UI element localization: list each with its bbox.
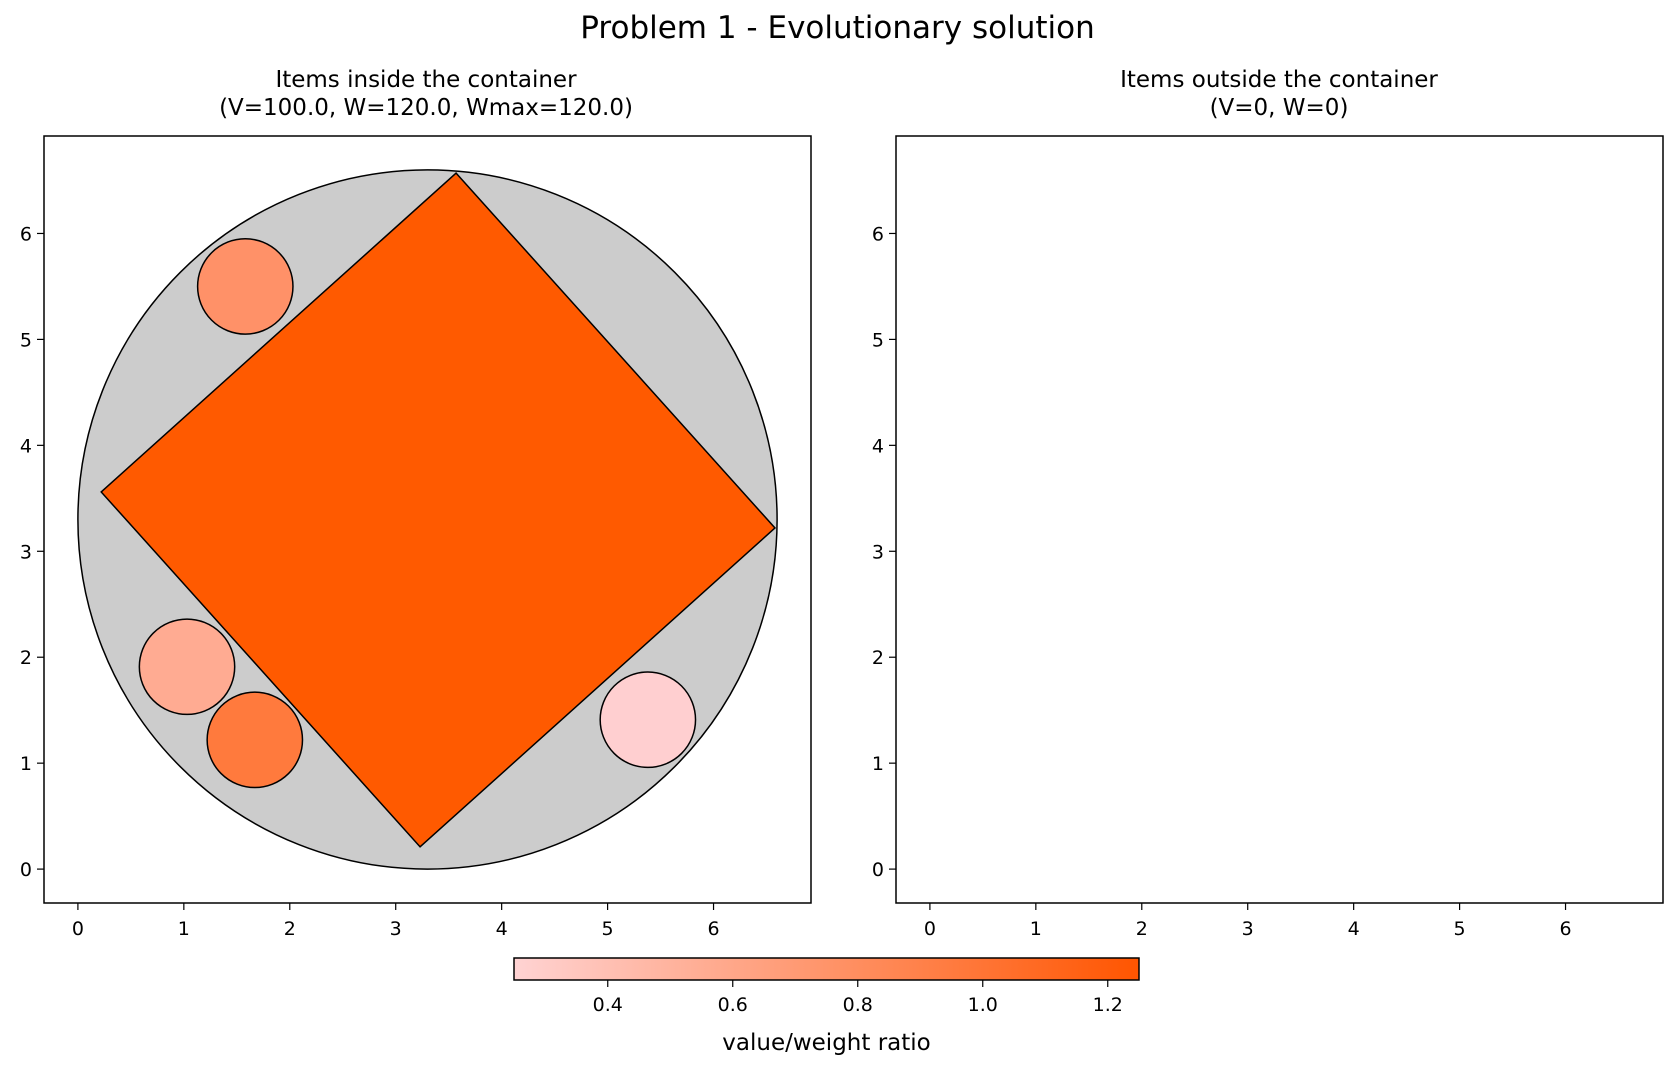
colorbar-tick-label-0.6: 0.6 xyxy=(718,994,748,1016)
right-axes-title-line1: Items outside the container xyxy=(1120,67,1438,93)
left-ytick-label-6: 6 xyxy=(20,223,32,245)
right-ytick-label-1: 1 xyxy=(872,753,884,775)
right-axes-ticks: 0 1 2 3 4 5 6 0 1 2 3 4 5 6 xyxy=(872,223,1572,940)
right-ytick-label-2: 2 xyxy=(872,647,884,669)
figure-title: Problem 1 - Evolutionary solution xyxy=(580,10,1095,46)
item-circle-3 xyxy=(206,691,304,789)
right-xtick-label-3: 3 xyxy=(1242,918,1254,940)
item-polygon-0 xyxy=(100,172,777,848)
left-xtick-label-0: 0 xyxy=(72,918,84,940)
left-axes-title-line1: Items inside the container xyxy=(275,67,577,93)
left-plot-area xyxy=(77,169,778,870)
left-ytick-label-5: 5 xyxy=(20,329,32,351)
right-xtick-label-2: 2 xyxy=(1136,918,1148,940)
colorbar-gradient xyxy=(513,957,1140,981)
right-xtick-label-1: 1 xyxy=(1030,918,1042,940)
colorbar-tick-label-1: 1.0 xyxy=(968,994,998,1016)
left-axes-title-line2: (V=100.0, W=120.0, Wmax=120.0) xyxy=(219,95,633,121)
colorbar-tick-label-1.2: 1.2 xyxy=(1093,994,1123,1016)
left-ytick-label-0: 0 xyxy=(20,859,32,881)
colorbar-label: value/weight ratio xyxy=(722,1030,930,1056)
item-circle-4 xyxy=(599,671,697,769)
right-ytick-label-5: 5 xyxy=(872,329,884,351)
left-xtick-label-4: 4 xyxy=(496,918,508,940)
left-ytick-label-4: 4 xyxy=(20,435,32,457)
colorbar-tick-label-0.4: 0.4 xyxy=(593,994,623,1016)
left-axes-title: Items inside the container (V=100.0, W=1… xyxy=(26,66,826,122)
left-xtick-label-5: 5 xyxy=(602,918,614,940)
colorbar-tick-label-0.8: 0.8 xyxy=(843,994,873,1016)
right-axes-title-line2: (V=0, W=0) xyxy=(1209,95,1349,121)
colorbar: 0.4 0.6 0.8 1.0 1.2 value/weight ratio xyxy=(513,957,1140,1056)
right-axes: 0 1 2 3 4 5 6 0 1 2 3 4 5 6 xyxy=(872,135,1664,940)
right-axes-frame xyxy=(895,135,1664,904)
left-ytick-label-2: 2 xyxy=(20,647,32,669)
colorbar-ticks: 0.4 0.6 0.8 1.0 1.2 xyxy=(593,980,1123,1016)
right-xtick-label-6: 6 xyxy=(1559,918,1571,940)
left-ytick-label-3: 3 xyxy=(20,541,32,563)
left-axes-frame xyxy=(43,135,812,904)
right-axes-title: Items outside the container (V=0, W=0) xyxy=(879,66,1675,122)
right-ytick-label-6: 6 xyxy=(872,223,884,245)
right-xtick-label-5: 5 xyxy=(1454,918,1466,940)
right-ytick-label-4: 4 xyxy=(872,435,884,457)
right-ytick-label-0: 0 xyxy=(872,859,884,881)
left-xtick-label-6: 6 xyxy=(707,918,719,940)
left-axes-ticks: 0 1 2 3 4 5 6 0 1 2 3 4 5 6 xyxy=(20,223,720,940)
left-xtick-label-1: 1 xyxy=(178,918,190,940)
right-xtick-label-0: 0 xyxy=(924,918,936,940)
right-xtick-label-4: 4 xyxy=(1348,918,1360,940)
left-xtick-label-2: 2 xyxy=(284,918,296,940)
left-xtick-label-3: 3 xyxy=(390,918,402,940)
item-circle-1 xyxy=(196,238,294,335)
left-ytick-label-1: 1 xyxy=(20,753,32,775)
right-ytick-label-3: 3 xyxy=(872,541,884,563)
left-axes: 0 1 2 3 4 5 6 0 1 2 3 4 5 6 xyxy=(20,135,812,940)
item-circle-2 xyxy=(138,618,236,716)
